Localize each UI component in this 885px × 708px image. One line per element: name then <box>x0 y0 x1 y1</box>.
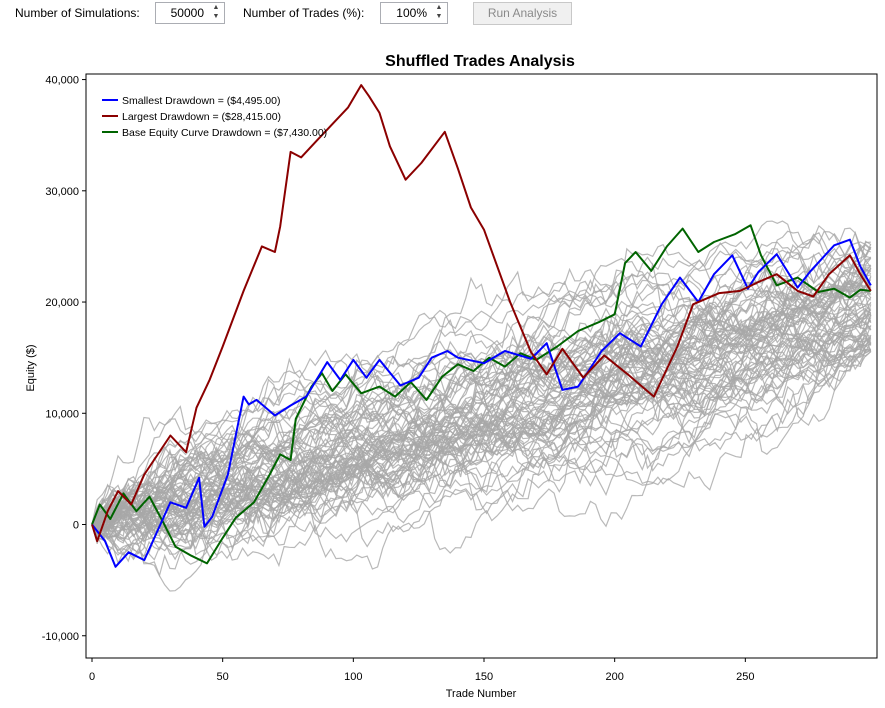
simulations-value[interactable]: 50000 <box>170 6 204 20</box>
chart-title: Shuffled Trades Analysis <box>385 53 575 70</box>
run-analysis-button[interactable]: Run Analysis <box>473 2 572 25</box>
series-line-2 <box>91 224 871 565</box>
x-tick-label: 250 <box>736 671 754 683</box>
simulations-stepper[interactable]: 50000 ▲ ▼ <box>155 2 225 24</box>
stepper-arrows-icon[interactable]: ▲ ▼ <box>212 4 220 20</box>
legend-entry: Largest Drawdown = ($28,415.00) <box>122 111 281 123</box>
x-tick-label: 0 <box>89 671 95 683</box>
y-tick-label: 40,000 <box>45 75 79 87</box>
simulation-line <box>91 244 872 541</box>
shuffled-trades-chart: Shuffled Trades Analysis -10,000 0 10,000 2… <box>25 53 878 700</box>
simulation-line <box>91 241 871 540</box>
x-tick-label: 50 <box>217 671 229 683</box>
simulation-line <box>91 230 872 526</box>
x-tick-label: 150 <box>475 671 493 683</box>
series-line-1 <box>91 84 872 543</box>
simulation-line <box>91 283 872 530</box>
simulation-line <box>91 308 872 525</box>
y-axis: -10,000 0 10,000 20,000 30,000 40,000 <box>42 75 86 643</box>
highlighted-series <box>91 84 872 568</box>
y-tick-label: -10,000 <box>42 631 79 643</box>
trades-percent-value[interactable]: 100% <box>396 6 427 20</box>
simulation-line <box>91 320 872 526</box>
simulation-line <box>91 311 872 532</box>
simulation-line <box>91 333 872 525</box>
y-tick-label: 30,000 <box>45 186 79 198</box>
y-tick-label: 20,000 <box>45 297 79 309</box>
simulations-label: Number of Simulations: <box>15 6 140 20</box>
simulation-line <box>91 220 871 525</box>
stepper-arrows-icon[interactable]: ▲ ▼ <box>435 4 443 20</box>
simulation-line <box>91 301 872 525</box>
simulation-line <box>91 283 872 525</box>
series-line-0 <box>91 238 872 568</box>
simulation-line <box>91 285 871 530</box>
simulation-line <box>91 344 871 535</box>
x-axis: 0 50 100 150 200 250 <box>89 658 755 683</box>
simulation-line <box>91 268 872 532</box>
legend-entry: Base Equity Curve Drawdown = ($7,430.00) <box>122 127 327 139</box>
trades-label: Number of Trades (%): <box>243 6 365 20</box>
x-tick-label: 200 <box>605 671 623 683</box>
x-tick-label: 100 <box>344 671 362 683</box>
trades-percent-stepper[interactable]: 100% ▲ ▼ <box>380 2 448 24</box>
legend: Smallest Drawdown = ($4,495.00) Largest D… <box>102 95 327 139</box>
toolbar: Number of Simulations: 50000 ▲ ▼ Number o… <box>0 0 885 28</box>
simulation-line <box>91 265 872 565</box>
y-tick-label: 0 <box>73 520 79 532</box>
simulation-line <box>91 267 872 556</box>
x-axis-label: Trade Number <box>446 688 517 700</box>
y-axis-label: Equity ($) <box>25 344 37 391</box>
simulation-line <box>91 334 872 555</box>
simulation-line <box>91 334 872 559</box>
legend-entry: Smallest Drawdown = ($4,495.00) <box>122 95 280 107</box>
y-tick-label: 10,000 <box>45 408 79 420</box>
simulation-line <box>91 258 871 528</box>
simulation-line <box>91 313 871 570</box>
